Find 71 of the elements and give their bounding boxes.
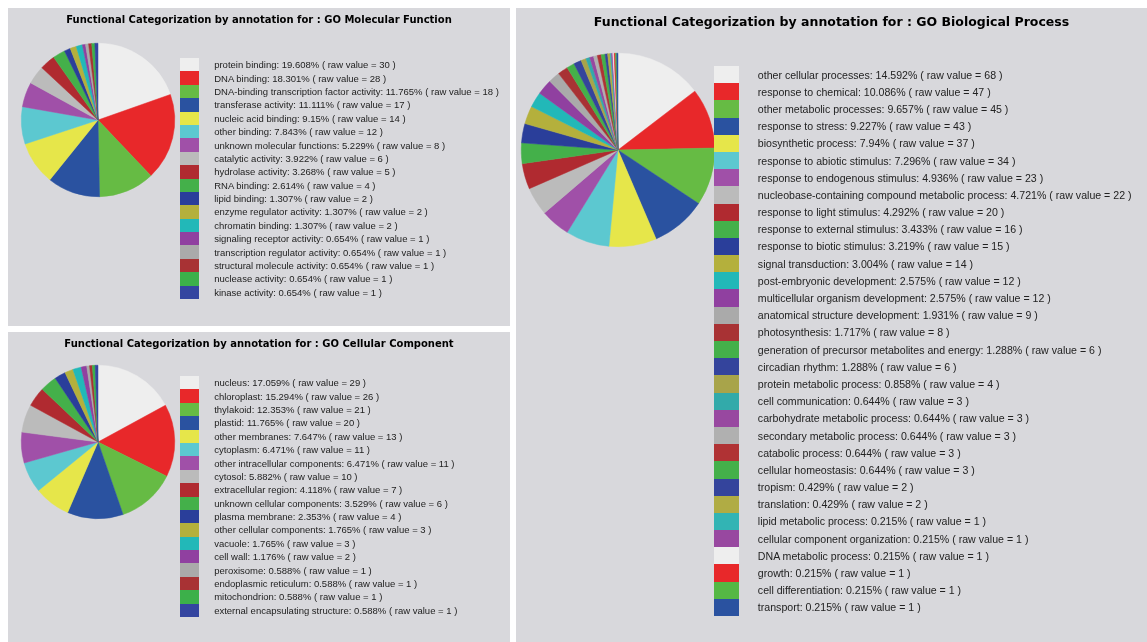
legend-label: RNA binding: 2.614% ( raw value = 4 ) bbox=[214, 179, 376, 191]
legend-label: other membranes: 7.647% ( raw value = 13 ) bbox=[214, 430, 403, 442]
legend-label: external encapsulating structure: 0.588% ( raw value = 1 ) bbox=[214, 604, 458, 616]
legend-label: mitochondrion: 0.588% ( raw value = 1 ) bbox=[214, 591, 383, 603]
legend-label: plasma membrane: 2.353% ( raw value = 4 ) bbox=[214, 511, 402, 523]
legend-label: multicellular organism development: 2.575% ( raw value = 12 ) bbox=[757, 292, 1051, 305]
legend-label: lipid metabolic process: 0.215% ( raw value = 1 ) bbox=[757, 515, 987, 528]
legend-label: tropism: 0.429% ( raw value = 2 ) bbox=[757, 481, 914, 494]
legend-label: post-embryonic development: 2.575% ( raw value = 12 ) bbox=[757, 274, 1021, 287]
legend-label: enzyme regulator activity: 1.307% ( raw value = 2 ) bbox=[214, 206, 428, 218]
legend-label: catalytic activity: 3.922% ( raw value = 6 ) bbox=[214, 152, 389, 164]
legend-label: cytoplasm: 6.471% ( raw value = 11 ) bbox=[214, 444, 371, 456]
legend-label: plastid: 11.765% ( raw value = 20 ) bbox=[214, 417, 360, 429]
legend-label: vacuole: 1.765% ( raw value = 3 ) bbox=[214, 537, 356, 549]
legend-label: chromatin binding: 1.307% ( raw value = 2 ) bbox=[214, 219, 398, 231]
text: Functional Categorization by annotation for : GO Molecular Function bbox=[65, 14, 453, 25]
legend-label: transcription regulator activity: 0.654% ( raw value = 1 ) bbox=[214, 246, 447, 258]
legend-label: other intracellular components: 6.471% ( raw value = 11 ) bbox=[214, 457, 455, 469]
legend-label: photosynthesis: 1.717% ( raw value = 8 ) bbox=[757, 326, 950, 339]
legend-label: endoplasmic reticulum: 0.588% ( raw value = 1 ) bbox=[214, 578, 418, 590]
legend-label: response to biotic stimulus: 3.219% ( raw value = 15 ) bbox=[757, 240, 1010, 253]
legend-label: chloroplast: 15.294% ( raw value = 26 ) bbox=[214, 390, 380, 402]
legend-label: signal transduction: 3.004% ( raw value = 14 ) bbox=[757, 257, 974, 270]
legend-label: response to stress: 9.227% ( raw value = 43 ) bbox=[757, 120, 972, 133]
legend-label: signaling receptor activity: 0.654% ( raw value = 1 ) bbox=[214, 233, 430, 245]
legend-label: anatomical structure development: 1.931% ( raw value = 9 ) bbox=[757, 309, 1038, 322]
legend-label: response to endogenous stimulus: 4.936% ( raw value = 23 ) bbox=[757, 171, 1044, 184]
legend-label: circadian rhythm: 1.288% ( raw value = 6 ) bbox=[757, 360, 957, 373]
legend-label: transferase activity: 11.111% ( raw value = 17 ) bbox=[214, 99, 411, 111]
legend-label: protein metabolic process: 0.858% ( raw value = 4 ) bbox=[757, 377, 1000, 390]
legend-label: transport: 0.215% ( raw value = 1 ) bbox=[757, 601, 921, 614]
legend-label: growth: 0.215% ( raw value = 1 ) bbox=[757, 567, 911, 580]
chart-title: Functional Categorization by annotation for : GO Biological Process bbox=[592, 14, 1071, 29]
legend-label: extracellular region: 4.118% ( raw value = 7 ) bbox=[214, 484, 403, 496]
legend-label: DNA metabolic process: 0.215% ( raw value = 1 ) bbox=[757, 549, 989, 562]
legend-label: translation: 0.429% ( raw value = 2 ) bbox=[757, 498, 928, 511]
legend-label: other binding: 7.843% ( raw value = 12 ) bbox=[214, 126, 383, 138]
legend-label: other cellular components: 1.765% ( raw value = 3 ) bbox=[214, 524, 432, 536]
legend-label: lipid binding: 1.307% ( raw value = 2 ) bbox=[214, 193, 373, 205]
legend-label: cellular component organization: 0.215% ( raw value = 1 ) bbox=[757, 532, 1029, 545]
legend-label: response to external stimulus: 3.433% ( raw value = 16 ) bbox=[757, 223, 1023, 236]
legend-label: nucleus: 17.059% ( raw value = 29 ) bbox=[214, 377, 366, 389]
legend-label: response to abiotic stimulus: 7.296% ( raw value = 34 ) bbox=[757, 154, 1016, 167]
legend-label: peroxisome: 0.588% ( raw value = 1 ) bbox=[214, 564, 372, 576]
legend-label: nucleobase-containing compound metabolic process: 4.721% ( raw value = 22 ) bbox=[757, 188, 1132, 201]
legend-label: hydrolase activity: 3.268% ( raw value = 5 ) bbox=[214, 166, 396, 178]
legend-label: cell communication: 0.644% ( raw value = 3 ) bbox=[757, 395, 969, 408]
legend-label: response to light stimulus: 4.292% ( raw value = 20 ) bbox=[757, 206, 1005, 219]
legend-label: thylakoid: 12.353% ( raw value = 21 ) bbox=[214, 403, 371, 415]
legend-label: secondary metabolic process: 0.644% ( raw value = 3 ) bbox=[757, 429, 1017, 442]
legend-label: response to chemical: 10.086% ( raw value = 47 ) bbox=[757, 85, 991, 98]
legend-label: nucleic acid binding: 9.15% ( raw value = 14 ) bbox=[214, 112, 406, 124]
legend-label: unknown cellular components: 3.529% ( raw value = 6 ) bbox=[214, 497, 448, 509]
legend-label: protein binding: 19.608% ( raw value = 30 ) bbox=[214, 59, 396, 71]
legend-label: cellular homeostasis: 0.644% ( raw value = 3 ) bbox=[757, 463, 975, 476]
legend-label: other metabolic processes: 9.657% ( raw value = 45 ) bbox=[757, 102, 1009, 115]
legend-label: cell differentiation: 0.215% ( raw value = 1 ) bbox=[757, 584, 962, 597]
legend-label: unknown molecular functions: 5.229% ( raw value = 8 ) bbox=[214, 139, 446, 151]
legend-label: DNA-binding transcription factor activity: 11.765% ( raw value = 18 ) bbox=[214, 85, 499, 97]
legend-label: carbohydrate metabolic process: 0.644% ( raw value = 3 ) bbox=[757, 412, 1030, 425]
legend-label: catabolic process: 0.644% ( raw value = 3 ) bbox=[757, 446, 961, 459]
legend-label: generation of precursor metabolites and energy: 1.288% ( raw value = 6 ) bbox=[757, 343, 1102, 356]
legend-label: kinase activity: 0.654% ( raw value = 1 ) bbox=[214, 286, 382, 298]
text: Functional Categorization by annotation for : GO Cellular Component bbox=[63, 338, 455, 349]
legend-label: cytosol: 5.882% ( raw value = 10 ) bbox=[214, 470, 358, 482]
legend-label: cell wall: 1.176% ( raw value = 2 ) bbox=[214, 551, 356, 563]
legend-label: nuclease activity: 0.654% ( raw value = 1 ) bbox=[214, 273, 393, 285]
legend-label: other cellular processes: 14.592% ( raw value = 68 ) bbox=[757, 68, 1003, 81]
legend-label: structural molecule activity: 0.654% ( raw value = 1 ) bbox=[214, 260, 435, 272]
legend-label: biosynthetic process: 7.94% ( raw value = 37 ) bbox=[757, 137, 975, 150]
legend-label: DNA binding: 18.301% ( raw value = 28 ) bbox=[214, 72, 387, 84]
